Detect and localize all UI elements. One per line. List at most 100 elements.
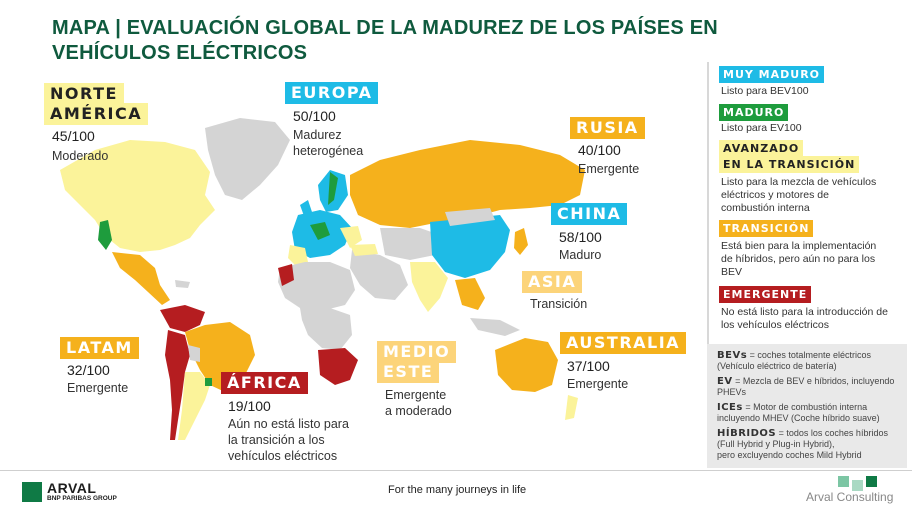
africa-score: 19/100 bbox=[228, 398, 271, 414]
russia-label: RUSIA bbox=[570, 117, 645, 139]
europe-score: 50/100 bbox=[293, 108, 336, 124]
middle-east-label-line2: ESTE bbox=[377, 361, 440, 383]
africa-desc-line3: vehículos eléctricos bbox=[228, 449, 338, 463]
glossary-hybrid-term: HÍBRIDOS bbox=[717, 428, 777, 439]
australia-score: 37/100 bbox=[567, 358, 610, 374]
china-shape[interactable] bbox=[430, 215, 510, 278]
australia-shape[interactable] bbox=[495, 338, 558, 392]
glossary-hybrid-text-line3: pero excluyendo coches Mild Hybrid bbox=[717, 450, 862, 460]
south-africa-shape[interactable] bbox=[318, 348, 358, 385]
glossary-panel: BEVs = coches totalmente eléctricos (Veh… bbox=[707, 344, 907, 468]
glossary-ev-term: EV bbox=[717, 376, 733, 387]
legend-advanced-tag-line1: AVANZADO bbox=[719, 140, 804, 157]
glossary-ice-text-line1: = Motor de combustión interna bbox=[742, 402, 868, 412]
north-america-desc: Moderado bbox=[52, 149, 109, 163]
legend-emerging-text-line2: los vehículos eléctricos bbox=[721, 319, 829, 331]
russia-score: 40/100 bbox=[578, 142, 621, 158]
indonesia-shape bbox=[470, 318, 520, 336]
japan-shape bbox=[514, 228, 528, 255]
glossary-bev-text-line1: = coches totalmente eléctricos bbox=[747, 350, 871, 360]
india-shape[interactable] bbox=[410, 262, 448, 312]
arval-logo-word: ARVAL bbox=[47, 480, 97, 496]
latam-label: LATAM bbox=[60, 337, 139, 359]
australia-desc: Emergente bbox=[567, 377, 629, 391]
russia-shape[interactable] bbox=[350, 140, 585, 228]
mexico-shape[interactable] bbox=[112, 252, 170, 305]
glossary-bev-text-line2: (Vehículo eléctrico de batería) bbox=[717, 361, 837, 371]
argentina-shape[interactable] bbox=[178, 372, 210, 440]
asia-label: ASIA bbox=[522, 271, 583, 293]
iberia-shape[interactable] bbox=[288, 245, 308, 266]
middle-east-desc-line1: Emergente bbox=[385, 388, 447, 402]
mongolia-shape bbox=[445, 208, 495, 226]
colombia-shape[interactable] bbox=[160, 305, 205, 332]
glossary-hybrid-text-line1: = todos los coches híbridos bbox=[776, 428, 888, 438]
legend-advanced-tag-line2: EN LA TRANSICIÓN bbox=[719, 156, 860, 173]
legend-mature-text: Listo para EV100 bbox=[721, 122, 802, 134]
glossary-ev-text-line1: = Mezcla de BEV e híbridos, incluyendo bbox=[732, 376, 895, 386]
footer-tagline: For the many journeys in life bbox=[388, 484, 527, 496]
glossary-ev: EV = Mezcla de BEV e híbridos, incluyend… bbox=[717, 376, 903, 387]
glossary-hybrid: HÍBRIDOS = todos los coches híbridos bbox=[717, 428, 903, 439]
turkey-shape bbox=[350, 244, 378, 256]
legend-advanced-text-line2: eléctricos y motores de bbox=[721, 189, 829, 201]
legend-emerging-text-line1: No está listo para la introducción de bbox=[721, 306, 888, 318]
legend-mature-tag: MADURO bbox=[719, 104, 789, 121]
latam-desc: Emergente bbox=[67, 381, 129, 395]
norway-green bbox=[328, 172, 338, 205]
africa-desc-line2: la transición a los bbox=[228, 433, 325, 447]
consulting-icon bbox=[838, 476, 888, 491]
legend-transition-text-line1: Está bien para la implementación bbox=[721, 240, 877, 252]
middle-east-shape[interactable] bbox=[350, 250, 408, 300]
glossary-ice-term: ICEs bbox=[717, 402, 743, 413]
china-score: 58/100 bbox=[559, 229, 602, 245]
north-america-score: 45/100 bbox=[52, 128, 95, 144]
glossary-hybrid-text-line2: (Full Hybrid y Plug-in Hybrid), bbox=[717, 439, 835, 449]
glossary-bev: BEVs = coches totalmente eléctricos bbox=[717, 350, 903, 361]
legend-transition-text-line2: de híbridos, pero aún no para los bbox=[721, 253, 876, 265]
europe-desc-line1: Madurez bbox=[293, 128, 342, 142]
bolivia-shape bbox=[188, 345, 200, 362]
russia-desc: Emergente bbox=[578, 162, 640, 176]
arval-logo-mark bbox=[22, 482, 42, 502]
central-europe-green bbox=[310, 222, 330, 240]
legend-emerging-tag: EMERGENTE bbox=[719, 286, 812, 303]
legend-transition-text-line3: BEV bbox=[721, 266, 743, 278]
eastern-europe-yellow bbox=[340, 226, 362, 248]
north-america-label-line2: AMÉRICA bbox=[44, 103, 149, 125]
uruguay-shape bbox=[205, 378, 212, 386]
legend-panel: MUY MADURO Listo para BEV100 MADURO List… bbox=[707, 62, 907, 468]
usa-west-green bbox=[98, 220, 112, 250]
china-desc: Maduro bbox=[559, 248, 602, 262]
europe-desc-line2: heterogénea bbox=[293, 144, 364, 158]
latam-score: 32/100 bbox=[67, 362, 110, 378]
chile-shape[interactable] bbox=[165, 330, 190, 440]
north-africa-shape[interactable] bbox=[278, 262, 355, 310]
greenland-shape bbox=[205, 118, 290, 200]
legend-very-mature-text: Listo para BEV100 bbox=[721, 85, 809, 97]
legend-transition-tag: TRANSICIÓN bbox=[719, 220, 814, 237]
central-asia-shape bbox=[380, 228, 440, 260]
glossary-bev-term: BEVs bbox=[717, 350, 748, 361]
southeast-asia-shape bbox=[455, 278, 485, 310]
middle-east-desc-line2: a moderado bbox=[385, 404, 452, 418]
africa-desc-line1: Aún no está listo para bbox=[228, 417, 349, 431]
page-title: MAPA | EVALUACIÓN GLOBAL DE LA MADUREZ D… bbox=[52, 17, 718, 64]
europe-label: EUROPA bbox=[285, 82, 379, 104]
central-africa-shape[interactable] bbox=[300, 308, 352, 350]
morocco-red bbox=[278, 264, 294, 286]
legend-very-mature-tag: MUY MADURO bbox=[719, 66, 825, 83]
glossary-ice: ICEs = Motor de combustión interna bbox=[717, 402, 903, 413]
arval-logo: ARVAL BNP PARIBAS GROUP bbox=[22, 480, 142, 506]
consulting-label: Arval Consulting bbox=[806, 490, 894, 504]
uk-shape bbox=[300, 200, 312, 216]
arval-logo-subtitle: BNP PARIBAS GROUP bbox=[47, 495, 117, 502]
north-america-shape[interactable] bbox=[60, 140, 215, 252]
middle-east-label-line1: MEDIO bbox=[377, 341, 457, 363]
australia-label: AUSTRALIA bbox=[560, 332, 687, 354]
legend-advanced-text-line1: Listo para la mezcla de vehículos bbox=[721, 176, 877, 188]
china-label: CHINA bbox=[551, 203, 628, 225]
asia-desc: Transición bbox=[530, 297, 588, 311]
caribbean-shape bbox=[175, 280, 190, 288]
glossary-ev-text-line2: PHEVs bbox=[717, 387, 747, 397]
